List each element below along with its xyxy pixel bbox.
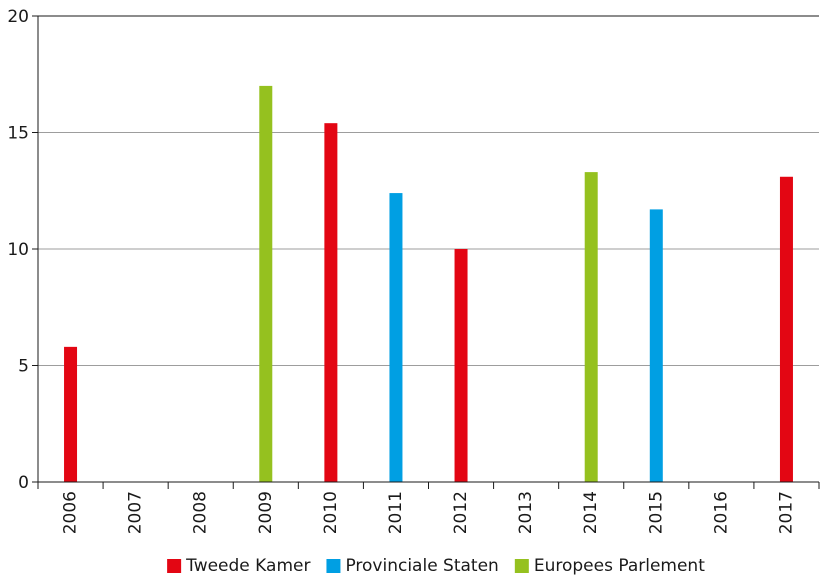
bar-tweede-kamer-2006 <box>64 346 78 482</box>
x-tick-label: 2013 <box>516 491 536 534</box>
y-tick-label: 5 <box>18 357 29 377</box>
x-tick-label: 2007 <box>126 491 146 534</box>
bar-tweede-kamer-2010 <box>324 123 338 483</box>
legend-item-europees-parlement: Europees Parlement <box>514 556 705 576</box>
x-tick-label: 2006 <box>61 491 81 534</box>
x-tick-label: 2009 <box>256 491 276 534</box>
bars <box>64 85 793 483</box>
x-tick-label: 2010 <box>321 491 341 534</box>
y-tick-label: 20 <box>7 7 29 27</box>
legend: Tweede Kamer Provinciale Staten Europees P… <box>167 556 705 576</box>
x-tick-label: 2017 <box>776 491 796 534</box>
legend-item-tweede-kamer: Tweede Kamer <box>167 556 310 576</box>
bar-europees-parlement-2009 <box>259 85 273 483</box>
x-tick-label: 2015 <box>646 491 666 534</box>
legend-label: Europees Parlement <box>534 556 705 576</box>
bar-provinciale-staten-2015 <box>649 209 663 482</box>
legend-swatch <box>167 559 182 573</box>
bar-tweede-kamer-2012 <box>454 249 468 482</box>
gridlines <box>38 15 819 366</box>
legend-label: Tweede Kamer <box>185 556 310 576</box>
x-tick-label: 2011 <box>386 491 406 534</box>
axes: 0 5 10 15 20 2006 2007 2008 2009 2010 2011 2012 2013… <box>7 7 820 534</box>
legend-label: Provinciale Staten <box>345 556 498 576</box>
x-tick-label: 2014 <box>581 491 601 534</box>
x-tick-label: 2012 <box>451 491 471 534</box>
y-tick-label: 10 <box>7 240 29 260</box>
x-tick-label: 2016 <box>711 491 731 534</box>
legend-swatch <box>514 559 529 573</box>
x-tick-label: 2008 <box>191 491 211 534</box>
legend-item-provinciale-staten: Provinciale Staten <box>326 556 499 576</box>
y-tick-label: 0 <box>18 473 29 493</box>
bar-europees-parlement-2014 <box>584 172 598 483</box>
bar-tweede-kamer-2017 <box>779 176 793 482</box>
y-tick-label: 15 <box>7 124 29 144</box>
legend-swatch <box>326 559 341 573</box>
bar-provinciale-staten-2011 <box>389 193 403 482</box>
